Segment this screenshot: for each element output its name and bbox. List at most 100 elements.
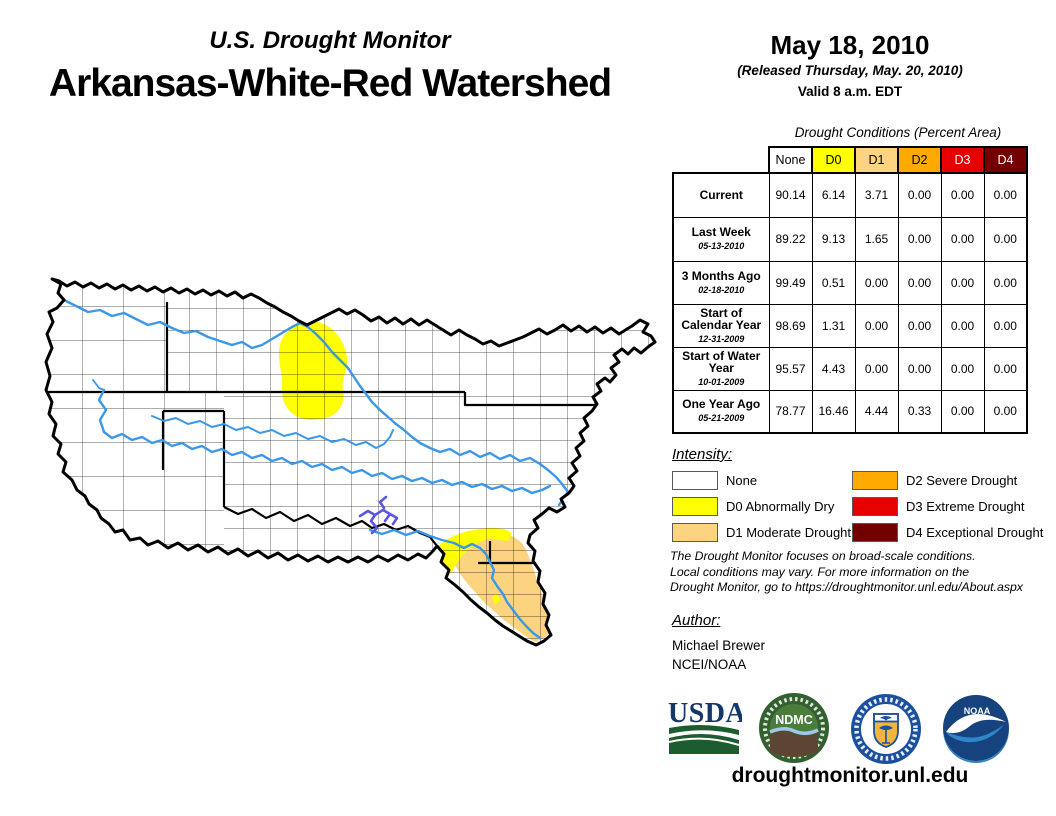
lake-texoma [358, 495, 399, 535]
row-label: 3 Months Ago 02-18-2010 [672, 260, 770, 305]
legend-label: D1 Moderate Drought [726, 525, 852, 540]
value-cell: 0.33 [897, 389, 942, 434]
disclaimer-text: The Drought Monitor focuses on broad-sca… [670, 549, 1056, 596]
legend-label: D0 Abnormally Dry [726, 499, 835, 514]
disclaimer-line: Local conditions may vary. For more info… [670, 564, 970, 579]
value-cell: 0.00 [940, 303, 985, 348]
disclaimer-line: Drought Monitor, go to https://droughtmo… [670, 580, 1023, 594]
value-cell: 98.69 [768, 303, 813, 348]
value-cell: 0.00 [854, 346, 899, 391]
column-header-d1: D1 [854, 146, 899, 174]
row-label: Last Week 05-13-2010 [672, 216, 770, 262]
usda-logo-text: USDA [668, 698, 742, 729]
value-cell: 0.00 [854, 260, 899, 305]
legend-label: D4 Exceptional Drought [906, 525, 1044, 540]
footer-url: droughtmonitor.unl.edu [731, 764, 969, 787]
value-cell: 0.00 [940, 216, 985, 262]
legend-label: D3 Extreme Drought [906, 499, 1025, 514]
value-cell: 0.51 [811, 260, 856, 305]
red-river [368, 528, 542, 640]
released-date: (Released Thursday, May. 20, 2010) [737, 63, 963, 78]
value-cell: 0.00 [983, 389, 1028, 434]
canadian-river [97, 388, 552, 495]
state-borders [48, 302, 602, 565]
cimarron-river [151, 415, 394, 449]
row-label: Start of Water Year 10-01-2009 [672, 346, 770, 391]
legend-item: D3 Extreme Drought [852, 494, 1056, 519]
value-cell: 0.00 [897, 303, 942, 348]
value-cell: 0.00 [897, 172, 942, 218]
value-cell: 0.00 [983, 216, 1028, 262]
noaa-logo-text: NOAA [964, 706, 991, 716]
legend-item: None [672, 468, 852, 493]
legend-label: None [726, 473, 758, 488]
column-header-d4: D4 [983, 146, 1028, 174]
county-grid [46, 279, 655, 645]
value-cell: 0.00 [983, 260, 1028, 305]
legend-item: D2 Severe Drought [852, 468, 1056, 493]
value-cell: 0.00 [897, 260, 942, 305]
column-header-d0: D0 [811, 146, 856, 174]
value-cell: 0.00 [940, 346, 985, 391]
disclaimer-line: The Drought Monitor focuses on broad-sca… [670, 549, 976, 563]
column-header-none: None [768, 146, 813, 174]
usda-logo: USDA [666, 698, 746, 761]
arkansas-river [52, 288, 570, 507]
value-cell: 99.49 [768, 260, 813, 305]
table-row: Start of Calendar Year 12-31-2009 98.69 1.3… [672, 303, 1028, 348]
legend-swatch [852, 523, 898, 542]
value-cell: 0.00 [983, 172, 1028, 218]
intensity-legend: None D0 Abnormally Dry D1 Moderate Drought… [672, 468, 1056, 545]
value-cell: 0.00 [854, 303, 899, 348]
author-name: Michael Brewer [672, 638, 766, 653]
value-cell: 0.00 [983, 346, 1028, 391]
table-row: Last Week 05-13-2010 89.22 9.13 1.65 0.00 0.00… [672, 216, 1028, 262]
table-corner-cell [673, 147, 770, 174]
drought-conditions-table: None D0 D1 D2 D3 D4 Current 90.14 6.14 3.71 0.00 0.… [672, 146, 1028, 434]
column-header-d3: D3 [940, 146, 985, 174]
legend-swatch [852, 471, 898, 490]
ndmc-logo: NDMC [757, 690, 831, 771]
value-cell: 0.00 [940, 172, 985, 218]
table-row: Start of Water Year 10-01-2009 95.57 4.43 0.… [672, 346, 1028, 391]
legend-item: D0 Abnormally Dry [672, 494, 852, 519]
value-cell: 89.22 [768, 216, 813, 262]
table-title: Drought Conditions (Percent Area) [794, 125, 1002, 140]
value-cell: 9.13 [811, 216, 856, 262]
legend-swatch [672, 497, 718, 516]
legend-label: D2 Severe Drought [906, 473, 1018, 488]
value-cell: 16.46 [811, 389, 856, 434]
commerce-seal-logo [849, 692, 923, 771]
table-header-row: None D0 D1 D2 D3 D4 [673, 146, 1028, 174]
value-cell: 0.00 [897, 346, 942, 391]
value-cell: 6.14 [811, 172, 856, 218]
legend-item: D1 Moderate Drought [672, 520, 852, 545]
table-row: One Year Ago 05-21-2009 78.77 16.46 4.44 0.33… [672, 389, 1028, 434]
column-header-d2: D2 [897, 146, 942, 174]
legend-swatch [672, 523, 718, 542]
author-title: Author: [672, 612, 721, 629]
author-organization: NCEI/NOAA [672, 657, 747, 672]
legend-swatch [672, 471, 718, 490]
value-cell: 0.00 [940, 389, 985, 434]
value-cell: 0.00 [897, 216, 942, 262]
rivers [52, 288, 570, 640]
value-cell: 1.65 [854, 216, 899, 262]
value-cell: 95.57 [768, 346, 813, 391]
row-label: One Year Ago 05-21-2009 [672, 389, 770, 434]
row-label: Current [672, 172, 770, 218]
value-cell: 0.00 [940, 260, 985, 305]
value-cell: 78.77 [768, 389, 813, 434]
value-cell: 0.00 [983, 303, 1028, 348]
table-row: Current 90.14 6.14 3.71 0.00 0.00 0.00 [672, 172, 1028, 218]
region-title: Arkansas-White-Red Watershed [48, 62, 612, 105]
intensity-legend-title: Intensity: [672, 446, 733, 463]
map-date: May 18, 2010 [770, 30, 930, 60]
legend-item: D4 Exceptional Drought [852, 520, 1056, 545]
row-label: Start of Calendar Year 12-31-2009 [672, 303, 770, 348]
value-cell: 1.31 [811, 303, 856, 348]
value-cell: 90.14 [768, 172, 813, 218]
value-cell: 4.43 [811, 346, 856, 391]
